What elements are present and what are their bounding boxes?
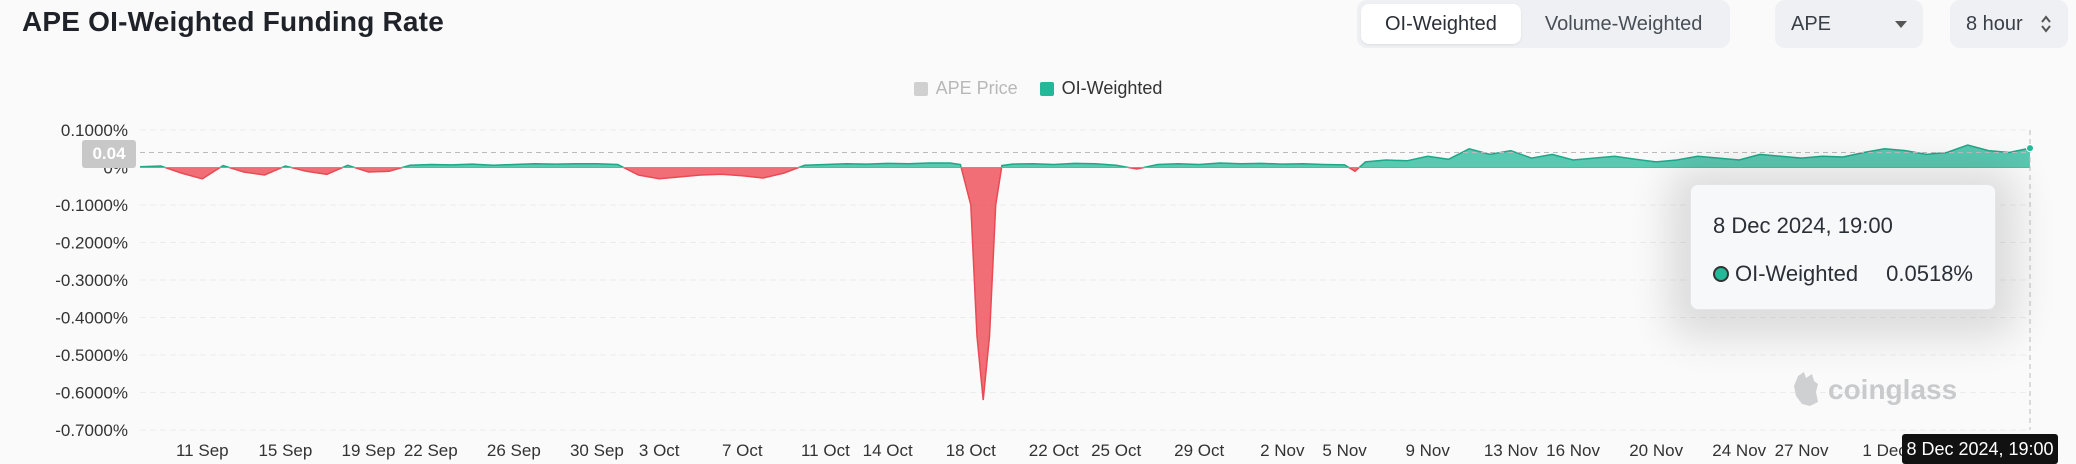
tooltip-value: 0.0518% (1886, 261, 1973, 286)
tooltip-row: OI-Weighted 0.0518% (1713, 261, 1973, 287)
legend-item-oi-weighted[interactable]: OI-Weighted (1039, 78, 1163, 99)
y-tick-label: -0.7000% (55, 421, 128, 440)
y-tick-label: -0.4000% (55, 309, 128, 328)
x-tick-label: 22 Oct (1029, 441, 1079, 460)
interval-select-value: 8 hour (1966, 12, 2023, 35)
page-title: APE OI-Weighted Funding Rate (22, 6, 444, 37)
legend-item-price[interactable]: APE Price (913, 78, 1018, 99)
tooltip-date: 8 Dec 2024, 19:00 (1713, 213, 1893, 238)
up-down-chevron-icon (2041, 15, 2051, 33)
x-tick-label: 18 Oct (946, 441, 996, 460)
coinglass-logo-icon (1794, 372, 1818, 406)
legend-swatch-oi-weighted (1039, 81, 1054, 96)
x-tick-label: 11 Sep (176, 441, 229, 460)
area-positive (140, 145, 2030, 168)
legend-label-price: APE Price (935, 78, 1018, 98)
series-oi-weighted (139, 144, 2031, 401)
x-tick-label: 11 Oct (801, 441, 850, 460)
x-tick-label: 14 Oct (863, 441, 913, 460)
tooltip-series-name: OI-Weighted (1735, 261, 1859, 286)
crosshair-y-label: 0.04 (82, 140, 136, 168)
weighting-toggle: OI-Weighted Volume-Weighted (1357, 0, 1731, 48)
x-tick-label: 15 Sep (258, 441, 312, 460)
x-tick-label: 16 Nov (1546, 441, 1600, 460)
x-tick-label: 1 Dec (1862, 441, 1907, 460)
x-tick-label: 9 Nov (1405, 441, 1450, 460)
x-tick-label: 27 Nov (1775, 441, 1829, 460)
x-tick-label: 29 Oct (1174, 441, 1224, 460)
y-tick-label: -0.1000% (55, 196, 128, 215)
crosshair-x-label: 8 Dec 2024, 19:00 (1902, 434, 2058, 464)
x-axis-labels: 11 Sep 15 Sep 19 Sep 22 Sep 26 Sep 30 Sep 3 Oc… (176, 441, 1907, 460)
x-tick-label: 25 Oct (1091, 441, 1141, 460)
interval-select[interactable]: 8 hour (1950, 0, 2068, 48)
legend-swatch-price (913, 81, 928, 96)
x-tick-label: 22 Sep (404, 441, 458, 460)
crosshair (140, 130, 2034, 430)
x-tick-label: 20 Nov (1629, 441, 1683, 460)
asset-select[interactable]: APE (1775, 0, 1923, 48)
crosshair-point (2026, 144, 2034, 153)
x-tick-label: 30 Sep (570, 441, 624, 460)
x-tick-label: 7 Oct (722, 441, 763, 460)
x-tick-label: 2 Nov (1260, 441, 1305, 460)
x-tick-label: 19 Sep (342, 441, 396, 460)
chevron-down-icon (1895, 20, 1907, 28)
x-tick-label: 24 Nov (1712, 441, 1766, 460)
x-tick-label: 3 Oct (639, 441, 680, 460)
y-tick-label: -0.3000% (55, 271, 128, 290)
coinglass-watermark: coinglass (1792, 372, 1957, 408)
y-tick-label: -0.2000% (55, 234, 128, 253)
watermark-text: coinglass (1828, 374, 1958, 405)
chart-tooltip: 8 Dec 2024, 19:00 OI-Weighted 0.0518% (1690, 184, 1996, 310)
y-tick-label: -0.5000% (55, 346, 128, 365)
legend-label-oi-weighted: OI-Weighted (1061, 78, 1163, 98)
tab-volume-weighted[interactable]: Volume-Weighted (1544, 12, 1703, 35)
series-dot-icon (1713, 266, 1729, 282)
chart-legend: APE Price OI-Weighted (0, 78, 2076, 99)
y-tick-label: 0.1000% (61, 121, 128, 140)
x-tick-label: 26 Sep (487, 441, 541, 460)
y-axis-labels: 0.1000%0%-0.1000%-0.2000%-0.3000%-0.4000… (55, 121, 128, 440)
y-tick-label: -0.6000% (55, 384, 128, 403)
x-tick-label: 13 Nov (1484, 441, 1538, 460)
line-positive (139, 144, 2031, 168)
x-tick-label: 5 Nov (1322, 441, 1367, 460)
asset-select-value: APE (1791, 12, 1832, 35)
tab-oi-weighted[interactable]: OI-Weighted (1361, 4, 1521, 44)
